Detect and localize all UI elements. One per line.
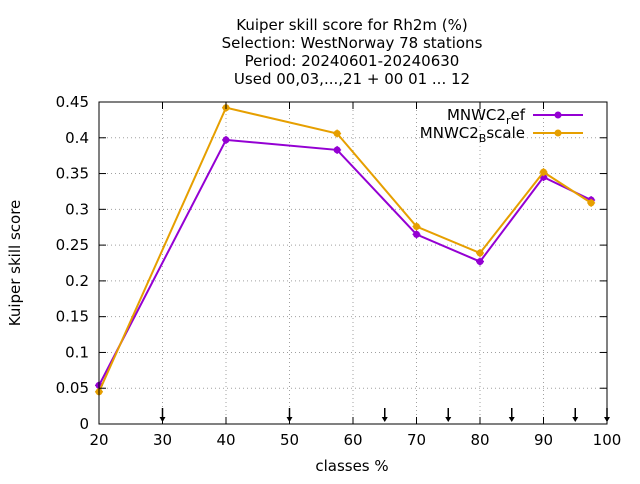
- title-line-2: Selection: WestNorway 78 stations: [222, 34, 483, 52]
- x-tick-label: 40: [216, 431, 235, 449]
- series-line-2: [98, 106, 592, 393]
- y-axis-label: Kuiper skill score: [6, 200, 24, 327]
- y-tick-label: 0.3: [65, 200, 89, 218]
- threshold-arrow-head: [572, 417, 579, 422]
- x-tick-label: 90: [534, 431, 553, 449]
- title-line-4: Used 00,03,...,21 + 00 01 ... 12: [234, 70, 470, 88]
- x-axis-label: classes %: [315, 457, 388, 475]
- x-tick-label: 50: [280, 431, 299, 449]
- legend-swatch-marker-1: [554, 111, 562, 119]
- threshold-arrow-head: [381, 417, 388, 422]
- legend-swatch-marker-2: [554, 129, 562, 137]
- y-tick-label: 0.25: [56, 236, 89, 254]
- legend-label-1: MNWC2ref: [447, 106, 526, 127]
- threshold-arrows: [159, 408, 610, 422]
- x-tick-label: 30: [153, 431, 172, 449]
- y-tick-label: 0.4: [65, 129, 89, 147]
- y-tick-label: 0.05: [56, 379, 89, 397]
- y-tick-label: 0.2: [65, 272, 89, 290]
- x-tick-label: 20: [89, 431, 108, 449]
- y-tick-label: 0: [79, 415, 89, 433]
- x-tick-label: 60: [343, 431, 362, 449]
- chart-title: Kuiper skill score for Rh2m (%) Selectio…: [222, 16, 483, 88]
- x-tick-label: 100: [593, 431, 622, 449]
- series-lines: [95, 103, 596, 396]
- axis-ticks: 20 30 40 50 60 70 80 90 100 0 0.05 0.1 0.15 0.2 0.25 0.…: [56, 93, 622, 449]
- title-line-1: Kuiper skill score for Rh2m (%): [236, 16, 468, 34]
- y-tick-label: 0.45: [56, 93, 89, 111]
- grid-lines: [99, 102, 607, 424]
- series-line-1: [98, 138, 592, 386]
- title-line-3: Period: 20240601-20240630: [245, 52, 460, 70]
- threshold-arrow-head: [508, 417, 515, 422]
- x-tick-label: 80: [470, 431, 489, 449]
- y-tick-label: 0.1: [65, 343, 89, 361]
- x-tick-label: 70: [407, 431, 426, 449]
- y-tick-label: 0.35: [56, 165, 89, 183]
- threshold-arrow-head: [445, 417, 452, 422]
- legend-label-2: MNWC2Bscale: [420, 124, 525, 145]
- y-tick-label: 0.15: [56, 308, 89, 326]
